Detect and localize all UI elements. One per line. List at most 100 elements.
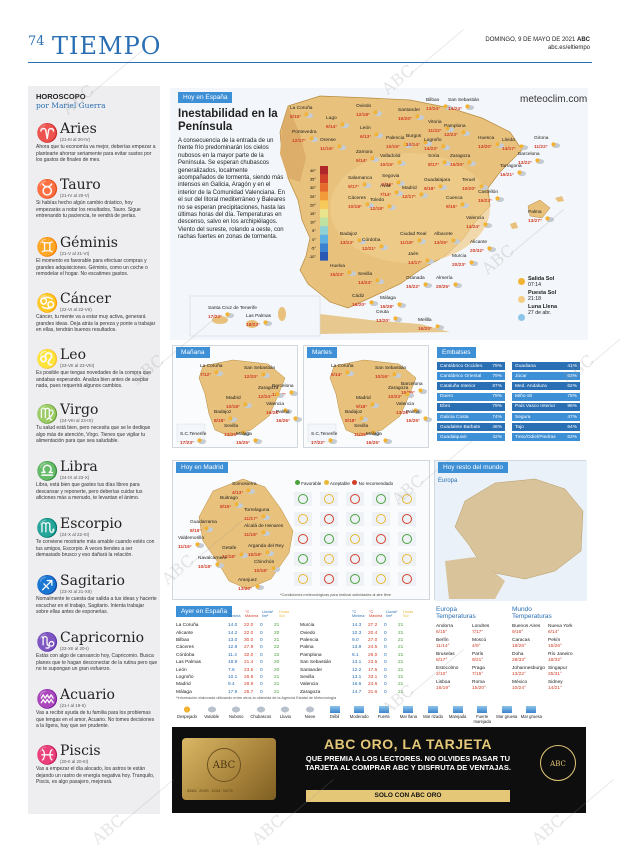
yesterday-right-cell-3: 0 — [384, 630, 387, 636]
madrid-city-9: Chinchón 10/18° — [254, 560, 280, 574]
tab-manana[interactable]: Mañana — [176, 347, 210, 358]
martes-city-name: Barcelona — [401, 382, 423, 387]
embalse-left-name: Guadalquivir — [440, 434, 467, 440]
tab-hoy-madrid[interactable]: Hoy en Madrid — [176, 462, 229, 473]
spain-city-33: Palma 13/27° — [528, 210, 554, 224]
madrid-weather-icon — [213, 561, 224, 568]
legend-symbol-icon — [329, 706, 340, 713]
embalse-right-name: Tinto/Odiel/Piedras — [515, 434, 556, 440]
spain-city-name: Palencia — [386, 136, 405, 141]
tab-embalses[interactable]: Embalses — [437, 347, 476, 358]
manana-city-temp: 16/28° — [266, 410, 280, 416]
sign-name: Libra — [60, 459, 98, 475]
legend-symbol-label: Marejada — [448, 714, 467, 719]
spain-weather-icon — [401, 141, 412, 148]
tab-martes[interactable]: Martes — [307, 347, 337, 358]
spain-city-name: Melilla — [418, 318, 432, 323]
legend-symbol-label: Mar llana — [399, 714, 417, 719]
spain-city-0: La Coruña 8/15° — [290, 106, 314, 120]
manana-city-name: Zaragoza — [258, 386, 279, 391]
spain-city-temp: 13/20° — [376, 318, 390, 324]
spain-city-14: Palencia 10/15° — [386, 136, 412, 150]
embalse-left-pct: 79% — [492, 394, 502, 400]
bad-dot — [352, 480, 358, 485]
yesterday-right-cell-1: 8.1 — [352, 652, 359, 658]
spain-weather-icon — [373, 131, 384, 138]
yesterday-right-row-5: San Sebastián 13.1 23.5 0 21 — [300, 659, 410, 667]
spain-city-temp: 14/24° — [448, 106, 462, 112]
yesterday-right-cell-4: 21 — [398, 675, 404, 681]
madrid-city-temp: 12/18° — [222, 554, 236, 560]
yesterday-right-cell-3: 0 — [384, 667, 387, 673]
spain-city-name: Oviedo — [356, 104, 372, 109]
world-temp-temp: 9/16° — [512, 629, 524, 635]
yesterday-left-cell-3: 0 — [260, 675, 263, 681]
yesterday-right-cell-0: Pamplona — [300, 652, 322, 658]
martes-city-temp: 17/22° — [311, 440, 325, 446]
legend-symbol-icon — [280, 706, 291, 713]
tenerife — [212, 316, 228, 324]
activity-status-icon — [402, 534, 412, 544]
spain-city-temp: 16/28° — [380, 304, 394, 310]
yesterday-left-cell-3: 0 — [260, 630, 263, 636]
spain-weather-icon — [377, 243, 388, 250]
madrid-weather-icon — [263, 549, 274, 556]
madrid-weather-icon — [269, 565, 280, 572]
yesterday-right-row-2: Palencia 9.0 27.0 0 21 — [300, 637, 410, 645]
yesterday-header: °C Mínima °C Máxima Lluvia* l/m² Horas Sol — [228, 610, 293, 618]
sign-glyph-icon: ♏ — [36, 518, 59, 539]
spain-weather-icon — [451, 281, 462, 288]
world-temp-city: Nueva York — [548, 624, 573, 629]
martes-city-9: Málaga 16/25° — [366, 432, 392, 446]
legend-symbol-8: Fuerte — [373, 706, 395, 719]
world-temp-city: Doha — [512, 652, 524, 657]
activity-cell — [346, 532, 364, 546]
tab-hoy-espana[interactable]: Hoy en España — [178, 92, 233, 103]
embalse-left-pct: 74% — [492, 414, 502, 420]
spain-city-20: Soria 8/17° — [428, 154, 452, 168]
world-temp-temp: 14/21° — [548, 685, 562, 691]
activity-cell — [398, 512, 416, 526]
spain-weather-icon — [443, 125, 454, 132]
spain-city-7: Pamplona 12/23° — [444, 124, 470, 138]
yesterday-head-head_h: Horas Sol — [279, 610, 290, 618]
embalse-right-row-7: Tinto/Odiel/Piedras 63% — [512, 433, 580, 442]
legend-symbol-13: Mar gruesa — [496, 706, 518, 719]
spain-city-name: Málaga — [380, 296, 396, 301]
world-temp-city: Buenos Aires — [512, 624, 541, 629]
martes-city-name: Valencia — [396, 402, 415, 407]
spain-weather-icon — [363, 201, 374, 208]
yesterday-left-cell-4: 22 — [274, 645, 280, 651]
sunset-label: Puesta Sol — [528, 290, 557, 296]
spain-weather-icon — [449, 237, 460, 244]
europe-temp-temp: 16/19° — [436, 685, 450, 691]
manana-city-6: Badajoz 8/18° — [214, 410, 238, 424]
ad-footer[interactable]: SOLO CON ABC ORO — [306, 790, 510, 802]
europe-sub: Temperaturas — [436, 613, 476, 620]
spain-weather-icon — [459, 129, 470, 136]
embalse-right-row-4: País Vasco Interior 96% — [512, 402, 580, 411]
spain-weather-icon — [493, 195, 504, 202]
madrid-weather-icon — [193, 541, 204, 548]
site-url[interactable]: abc.es/eltiempo — [547, 45, 590, 51]
embalse-left-row-4: Ebro 79% — [437, 402, 505, 411]
martes-city-temp: 15/25° — [406, 418, 420, 424]
tab-ayer-espana[interactable]: Ayer en España — [176, 606, 233, 617]
tab-resto-mundo[interactable]: Hoy resto del mundo — [438, 462, 508, 473]
spain-city-22: Tarragona 16/21° — [500, 164, 526, 178]
yesterday-left-row-3: Cáceres 12.8 27.9 0 22 — [176, 644, 286, 652]
spain-city-temp: 20/23° — [452, 262, 466, 268]
europe-temp-temp: 9/21° — [472, 657, 484, 663]
activity-cell — [294, 552, 312, 566]
legend-symbol-icon — [477, 706, 488, 713]
sign-dates: (20-II al 20-III) — [60, 759, 89, 764]
sign-name: Escorpio — [60, 516, 123, 532]
manana-landmass — [198, 359, 286, 437]
yesterday-left-cell-2: 26.8 — [244, 675, 254, 681]
spain-city-47: Málaga 16/28° — [380, 296, 406, 310]
europe-temp-temp: 11/14° — [436, 643, 450, 649]
world-temps-title: Mundo Temperaturas — [512, 606, 552, 620]
manana-city-name: Valencia — [266, 402, 285, 407]
moon-value: 27 de abr. — [528, 310, 552, 316]
sign-glyph-icon: ♈ — [36, 123, 59, 144]
